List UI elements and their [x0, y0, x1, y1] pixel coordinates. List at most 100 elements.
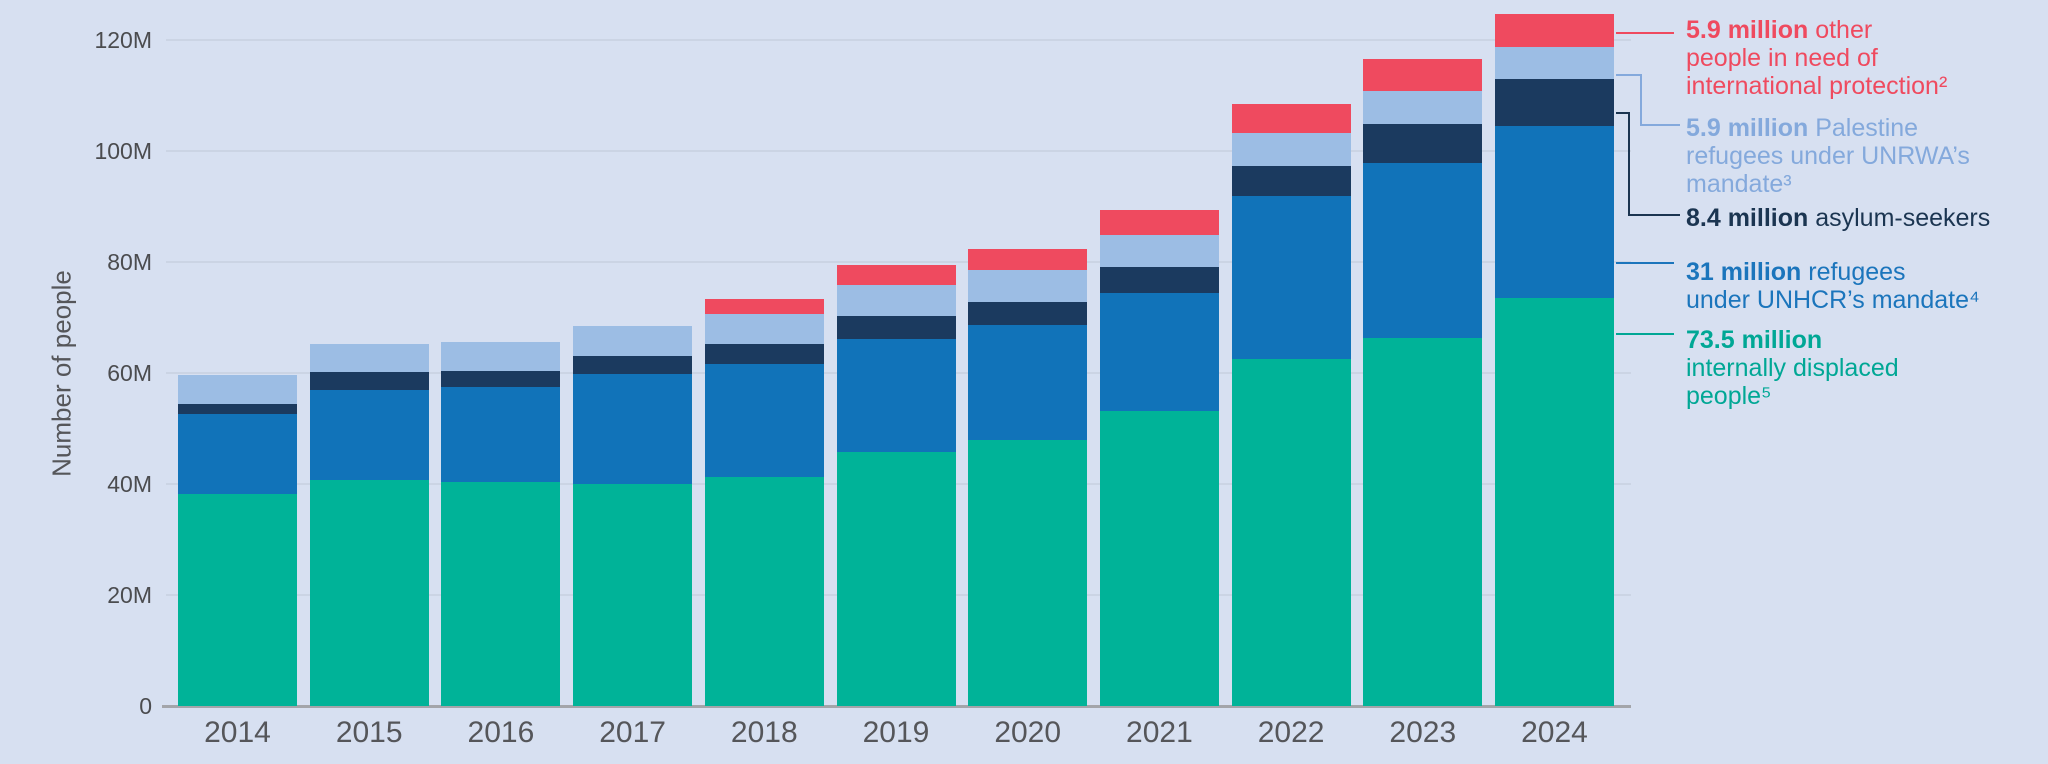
- gridline-80M: [166, 261, 1631, 263]
- segment-unrwa-2019: [836, 284, 956, 316]
- segment-asylum-2024: [1495, 79, 1614, 126]
- segment-other-2019: [836, 264, 956, 285]
- segment-refugees-2018: [704, 363, 824, 477]
- legend-line: people in need of: [1686, 44, 1878, 72]
- legend-item-asylum: 8.4 million asylum-seekers: [1686, 204, 2046, 232]
- segment-asylum-2014: [178, 404, 297, 415]
- legend-line: refugees under UNRWA’s: [1686, 142, 1970, 170]
- x-tick-label-2018: 2018: [730, 716, 798, 749]
- y-tick-label-40M: 40M: [107, 471, 152, 497]
- x-tick-label-2022: 2022: [1257, 716, 1325, 749]
- segment-idp-2023: [1363, 338, 1483, 706]
- leader-line-unrwa-segment-3: [1640, 124, 1680, 126]
- segment-idp-2017: [573, 484, 693, 706]
- segment-idp-2019: [836, 452, 956, 706]
- segment-unrwa-2018: [704, 313, 824, 345]
- segment-refugees-2014: [178, 414, 297, 494]
- legend-amount: 5.9 million: [1686, 16, 1809, 44]
- legend-item-idp: 73.5 million internally displaced people…: [1686, 326, 2046, 410]
- y-tick-label-100M: 100M: [94, 138, 152, 164]
- segment-unrwa-2024: [1495, 46, 1614, 80]
- legend-amount: 8.4 million: [1686, 204, 1809, 232]
- segment-idp-2016: [441, 482, 561, 706]
- leader-line-asylum-segment-1: [1616, 112, 1630, 114]
- leader-line-idp: [1616, 333, 1674, 335]
- legend-amount: 5.9 million: [1686, 114, 1809, 142]
- segment-unrwa-2016: [441, 341, 561, 372]
- x-tick-label-2023: 2023: [1389, 716, 1457, 749]
- segment-unrwa-2022: [1231, 133, 1351, 166]
- segment-refugees-2020: [968, 324, 1088, 440]
- leader-line-asylum-segment-3: [1628, 214, 1680, 216]
- segment-asylum-2017: [573, 356, 693, 374]
- y-tick-label-0: 0: [139, 693, 152, 719]
- segment-asylum-2022: [1231, 165, 1351, 196]
- segment-refugees-2016: [441, 386, 561, 483]
- segment-unrwa-2015: [309, 343, 429, 373]
- x-tick-label-2019: 2019: [862, 716, 930, 749]
- x-tick-label-2015: 2015: [335, 716, 403, 749]
- legend-line: under UNHCR’s mandate⁴: [1686, 286, 1980, 314]
- y-tick-label-60M: 60M: [107, 360, 152, 386]
- x-tick-label-2016: 2016: [467, 716, 535, 749]
- segment-idp-2014: [178, 493, 297, 706]
- x-tick-label-2014: 2014: [204, 716, 271, 749]
- segment-refugees-2021: [1099, 292, 1219, 411]
- gridline-100M: [166, 150, 1631, 152]
- legend-line: 8.4 million asylum-seekers: [1686, 204, 2046, 232]
- gridline-120M: [166, 39, 1631, 41]
- legend-line: 31 million refugees: [1686, 258, 2046, 286]
- segment-asylum-2019: [836, 315, 956, 340]
- segment-asylum-2018: [704, 344, 824, 364]
- segment-other-2021: [1099, 210, 1219, 235]
- legend-line: international protection²: [1686, 72, 1948, 100]
- segment-refugees-2017: [573, 373, 693, 484]
- y-tick-label-20M: 20M: [107, 582, 152, 608]
- segment-asylum-2020: [968, 301, 1088, 325]
- segment-unrwa-2014: [178, 375, 297, 405]
- segment-other-2022: [1231, 104, 1351, 134]
- legend-text: Palestine: [1808, 114, 1919, 142]
- segment-unrwa-2023: [1363, 91, 1483, 125]
- segment-idp-2021: [1099, 410, 1219, 706]
- x-tick-label-2020: 2020: [994, 716, 1062, 749]
- leader-line-unrwa-segment-1: [1616, 74, 1642, 76]
- x-tick-label-2017: 2017: [599, 716, 666, 749]
- legend-line: 5.9 million other: [1686, 16, 2046, 44]
- legend-line: internally displaced: [1686, 354, 1899, 382]
- segment-idp-2022: [1231, 359, 1351, 706]
- x-tick-label-2021: 2021: [1126, 716, 1193, 749]
- legend-text: other: [1808, 16, 1873, 44]
- segment-refugees-2015: [309, 390, 429, 480]
- legend-line: 5.9 million Palestine: [1686, 114, 2046, 142]
- y-tick-label-120M: 120M: [94, 27, 152, 53]
- segment-refugees-2024: [1495, 126, 1614, 299]
- legend-item-unrwa: 5.9 million Palestine refugees under UNR…: [1686, 114, 2046, 198]
- segment-idp-2020: [968, 439, 1088, 706]
- segment-idp-2015: [309, 479, 429, 706]
- legend-text: refugees: [1801, 258, 1906, 286]
- x-tick-label-2024: 2024: [1521, 716, 1588, 749]
- segment-asylum-2016: [441, 371, 561, 387]
- segment-asylum-2023: [1363, 124, 1483, 163]
- legend-line: 73.5 million: [1686, 326, 2046, 354]
- segment-refugees-2022: [1231, 195, 1351, 360]
- legend-item-other: 5.9 million other people in need of inte…: [1686, 16, 2046, 100]
- segment-asylum-2015: [309, 372, 429, 391]
- leader-line-unrwa-segment-2: [1640, 74, 1642, 126]
- y-tick-label-80M: 80M: [107, 249, 152, 275]
- segment-idp-2024: [1495, 298, 1614, 706]
- legend-line: mandate³: [1686, 170, 1792, 198]
- segment-idp-2018: [704, 476, 824, 706]
- segment-refugees-2019: [836, 339, 956, 453]
- segment-asylum-2021: [1099, 266, 1219, 293]
- legend-amount: 73.5 million: [1686, 326, 1823, 354]
- leader-line-asylum-segment-2: [1628, 112, 1630, 216]
- segment-refugees-2023: [1363, 162, 1483, 339]
- segment-other-2018: [704, 299, 824, 314]
- leader-line-refugees: [1616, 262, 1674, 264]
- x-axis-line: [162, 705, 1631, 708]
- legend-amount: 31 million: [1686, 258, 1802, 286]
- legend-item-refugees: 31 million refugees under UNHCR’s mandat…: [1686, 258, 2046, 314]
